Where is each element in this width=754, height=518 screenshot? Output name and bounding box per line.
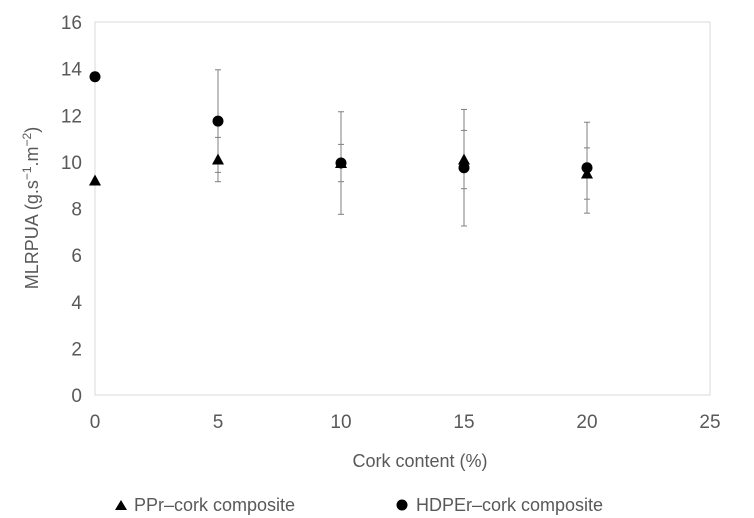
x-tick-label: 5 (213, 412, 224, 433)
hdper-data-point (89, 71, 101, 83)
y-tick-label: 6 (71, 246, 82, 267)
hdper-data-point (335, 157, 347, 169)
y-tick-label: 10 (61, 153, 82, 174)
ppr-data-point (89, 174, 101, 186)
ppr-data-point (212, 153, 224, 165)
hdper-data-point (458, 162, 470, 174)
y-axis-title-mid: .m (22, 146, 42, 166)
x-tick-label: 20 (576, 412, 597, 433)
x-tick-label: 10 (330, 412, 351, 433)
x-axis-title: Cork content (%) (352, 451, 487, 471)
legend-circle-marker (396, 499, 408, 511)
data-marks (89, 71, 593, 186)
y-axis-title-sup2: −2 (20, 132, 34, 146)
x-tick-label: 0 (90, 412, 101, 433)
legend: PPr–cork composite HDPEr–cork composite (115, 495, 603, 515)
legend-label-ppr: PPr–cork composite (134, 495, 295, 515)
y-axis-title-base: MLRPUA (g.s (22, 180, 42, 289)
legend-triangle-marker (115, 500, 127, 510)
y-tick-label: 4 (71, 293, 82, 314)
y-tick-label: 16 (61, 13, 82, 34)
y-tick-label: 12 (61, 106, 82, 127)
hdper-data-point (212, 115, 224, 127)
y-tick-label: 2 (71, 339, 82, 360)
y-tick-label: 8 (71, 200, 82, 221)
x-tick-label: 15 (453, 412, 474, 433)
y-tick-label: 0 (71, 386, 82, 407)
hdper-data-point (581, 162, 593, 174)
x-tick-label: 25 (699, 412, 720, 433)
x-axis-ticks: 0 5 10 15 20 25 (90, 412, 721, 433)
y-axis-title-sup1: −1 (20, 166, 34, 180)
y-tick-label: 14 (61, 60, 83, 81)
y-axis-ticks: 0 2 4 6 8 10 12 14 16 (61, 13, 83, 407)
plot-area (94, 21, 711, 396)
y-axis-title-end: ) (22, 127, 42, 133)
legend-label-hdper: HDPEr–cork composite (416, 495, 603, 515)
y-axis-title: MLRPUA (g.s−1.m−2) (20, 127, 42, 289)
ppr-data-point (458, 153, 470, 165)
